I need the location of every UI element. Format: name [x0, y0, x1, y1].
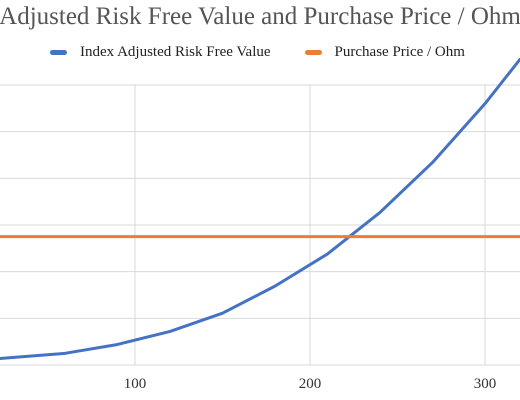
gridlines: [0, 84, 520, 366]
legend-label-purchase-price: Purchase Price / Ohm: [334, 43, 465, 60]
x-axis-tick-labels: 100 200 300: [124, 376, 497, 392]
series-layer: [0, 57, 520, 361]
x-tick-label: 200: [299, 376, 322, 392]
x-tick-label: 300: [474, 376, 497, 392]
x-tick-label: 100: [124, 376, 147, 392]
chart-title: Adjusted Risk Free Value and Purchase Pr…: [0, 3, 520, 30]
legend-entry-purchase-price: Purchase Price / Ohm: [304, 43, 465, 61]
legend-entry-risk-free-value: Index Adjusted Risk Free Value: [50, 44, 271, 61]
legend-swatch-purchase-price: [304, 49, 322, 55]
legend-swatch-risk-free-value: [50, 49, 67, 55]
chart-legend: Index Adjusted Risk Free Value Purchase …: [50, 40, 499, 64]
legend-label-risk-free-value: Index Adjusted Risk Free Value: [80, 43, 271, 60]
series-line-risk-free-value: [0, 57, 520, 361]
